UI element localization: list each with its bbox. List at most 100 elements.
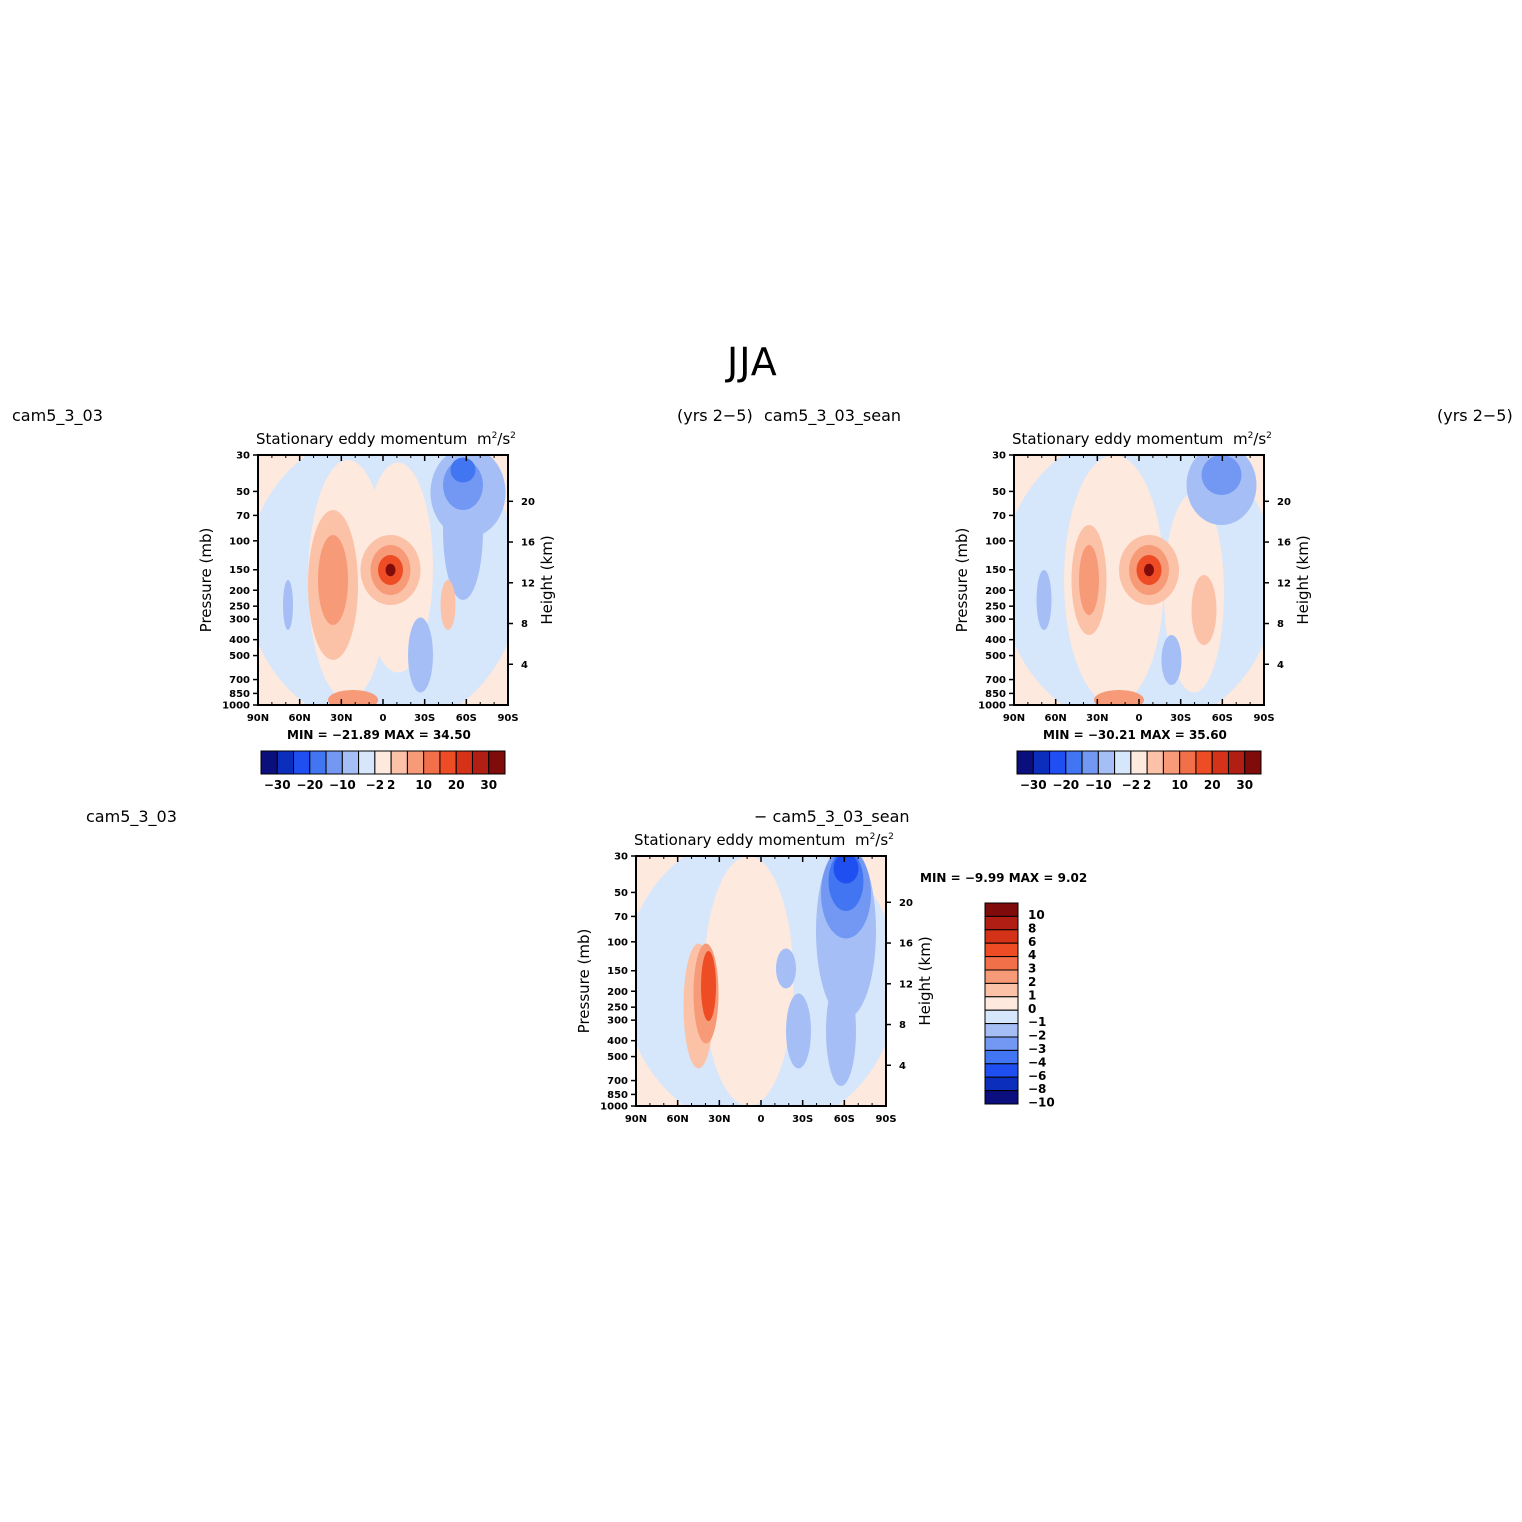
y-tick-label: 1000 <box>222 701 250 712</box>
colorbar-label: −10 <box>329 778 356 792</box>
y-tick-label: 70 <box>992 511 1006 522</box>
y2-tick-label: 12 <box>1277 578 1291 589</box>
colorbar-swatch <box>984 942 1019 958</box>
y-tick-label: 400 <box>985 635 1006 646</box>
panel-3-field <box>636 856 886 1106</box>
x-tick-label: 0 <box>380 713 387 724</box>
colorbar-label: −1 <box>1028 1015 1046 1029</box>
colorbar-label: −20 <box>296 778 323 792</box>
contour-region <box>1094 690 1144 705</box>
colorbar-label: 2 <box>1143 778 1151 792</box>
y-tick-label: 850 <box>985 689 1006 700</box>
colorbar-swatch <box>309 750 327 775</box>
panel-2-right-label: (yrs 2−5) <box>1437 406 1513 425</box>
panel-1-title-text: Stationary eddy momentum <box>256 430 468 448</box>
x-tick-label: 30S <box>1170 713 1191 724</box>
panel-1-title: Stationary eddy momentum m2/s2 <box>256 430 516 448</box>
y-tick-label: 300 <box>229 615 250 626</box>
y-tick-label: 30 <box>236 451 250 462</box>
colorbar-label: 8 <box>1028 921 1036 935</box>
colorbar-swatch <box>341 750 360 775</box>
y-tick-label: 150 <box>607 966 628 977</box>
colorbar-swatch <box>260 750 278 775</box>
contour-region <box>701 951 716 1021</box>
contour-region <box>1079 545 1099 615</box>
y2-axis-title: Height (km) <box>1294 535 1312 624</box>
colorbar-swatch <box>984 1049 1019 1065</box>
y-tick-label: 700 <box>229 675 250 686</box>
y2-axis-title: Height (km) <box>538 535 556 624</box>
colorbar-swatch <box>406 750 425 775</box>
y-tick-label: 30 <box>614 852 628 863</box>
panel-1-stats: MIN = −21.89 MAX = 34.50 <box>287 728 471 742</box>
colorbar-label: 2 <box>1028 975 1036 989</box>
colorbar-label: −30 <box>264 778 291 792</box>
colorbar-swatch <box>984 1076 1019 1092</box>
y-tick-label: 200 <box>229 586 250 597</box>
y-tick-label: 250 <box>229 602 250 613</box>
y2-tick-label: 16 <box>899 939 913 950</box>
y2-tick-label: 20 <box>521 497 535 508</box>
panel-1-units: m2/s2 <box>476 430 516 448</box>
y-tick-label: 50 <box>992 487 1006 498</box>
x-tick-label: 0 <box>758 1114 765 1125</box>
x-tick-label: 60N <box>289 713 311 724</box>
colorbar-label: −10 <box>1085 778 1112 792</box>
contour-region <box>378 555 403 585</box>
x-tick-label: 60S <box>456 713 477 724</box>
colorbar-swatch <box>358 750 376 775</box>
colorbar-swatch <box>984 1036 1019 1051</box>
colorbar-label: −2 <box>366 778 384 792</box>
colorbar-swatch <box>984 982 1019 998</box>
colorbar-label: 4 <box>1028 948 1036 962</box>
colorbar-label: −10 <box>1028 1096 1055 1110</box>
y-axis-title: Pressure (mb) <box>953 528 971 633</box>
colorbar-label: 10 <box>1171 778 1188 792</box>
y-tick-label: 250 <box>985 602 1006 613</box>
y-tick-label: 150 <box>985 565 1006 576</box>
contour-region <box>786 993 811 1069</box>
contour-region <box>1164 492 1224 693</box>
colorbar-label: −4 <box>1028 1055 1046 1069</box>
y-tick-label: 100 <box>229 536 250 547</box>
colorbar-swatch <box>984 902 1019 917</box>
x-tick-label: 90S <box>1253 713 1274 724</box>
colorbar-label: 30 <box>480 778 497 792</box>
contour-region <box>1014 455 1264 705</box>
colorbar-swatch <box>1195 750 1213 775</box>
y-tick-label: 100 <box>607 937 628 948</box>
contour-region <box>833 856 859 884</box>
y2-tick-label: 20 <box>899 898 913 909</box>
panel-2-title: Stationary eddy momentum m2/s2 <box>1012 430 1272 448</box>
colorbar-swatch <box>325 750 343 775</box>
colorbar-swatch <box>1032 750 1051 775</box>
y2-axis-title: Height (km) <box>916 936 934 1025</box>
y-tick-label: 200 <box>607 987 628 998</box>
panel-2-units: m2/s2 <box>1232 430 1272 448</box>
contour-region <box>430 455 506 538</box>
contour-region <box>1144 563 1154 577</box>
colorbar-swatch <box>1097 750 1116 775</box>
colorbar-label: 30 <box>1236 778 1253 792</box>
contour-region <box>1071 525 1107 635</box>
y-tick-label: 50 <box>236 487 250 498</box>
contour-region <box>363 462 433 673</box>
y-tick-label: 250 <box>607 1003 628 1014</box>
y-tick-label: 500 <box>229 651 250 662</box>
contour-region <box>328 690 378 705</box>
colorbar-swatch <box>984 1009 1019 1025</box>
colorbar-swatch <box>1081 750 1099 775</box>
colorbar-swatch <box>1114 750 1132 775</box>
x-tick-label: 30N <box>330 713 352 724</box>
x-tick-label: 90S <box>497 713 518 724</box>
colorbar-swatch <box>1244 750 1262 775</box>
colorbar-label: −8 <box>1028 1082 1046 1096</box>
y-tick-label: 500 <box>985 651 1006 662</box>
colorbar-swatch <box>984 969 1019 984</box>
colorbar-swatch <box>1179 750 1197 775</box>
contour-region <box>1129 545 1169 595</box>
y2-tick-label: 4 <box>1277 660 1284 671</box>
panel-3-units: m2/s2 <box>854 831 894 849</box>
